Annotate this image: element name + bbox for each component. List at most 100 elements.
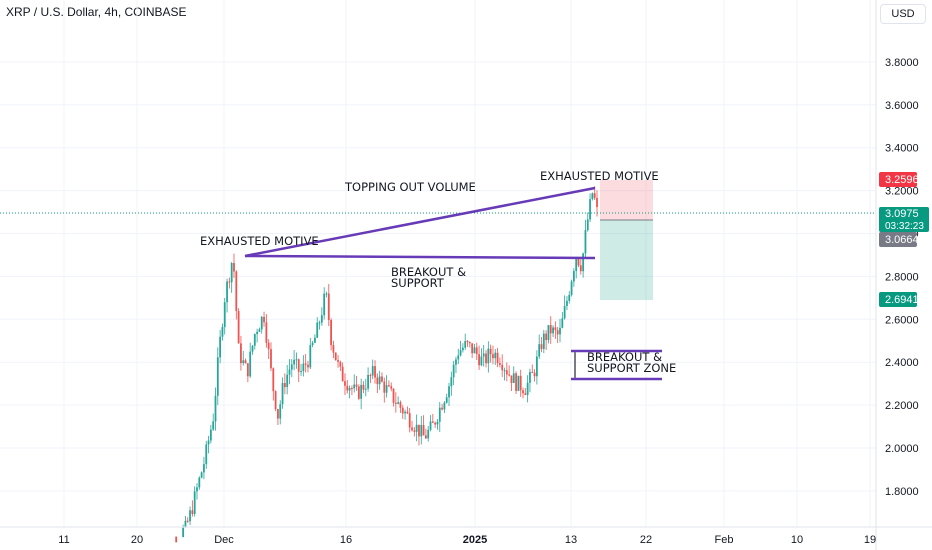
candle-body: [498, 363, 501, 365]
candle-body: [473, 347, 476, 354]
candle-body: [468, 342, 471, 344]
candle-body: [353, 384, 356, 389]
time-tick-label: 16: [340, 534, 352, 546]
candle-body: [221, 327, 224, 337]
time-tick-label: 10: [791, 534, 803, 546]
candle-body: [286, 374, 289, 388]
annotation-breakout-zone-2: SUPPORT ZONE: [587, 361, 676, 375]
candle-body: [572, 271, 575, 282]
candle-body: [253, 334, 256, 346]
candle-body: [351, 387, 353, 389]
candle-body: [436, 421, 439, 425]
candle-body: [388, 385, 390, 387]
candle-body: [300, 371, 302, 373]
candle-body: [429, 421, 432, 430]
price-tick-label: 2.0000: [885, 443, 919, 455]
candle-body: [272, 368, 275, 392]
candle-body: [344, 381, 346, 386]
candle-body: [547, 325, 550, 341]
candle-body: [390, 386, 393, 389]
candle-body: [575, 258, 578, 272]
price-tick-label: 1.8000: [885, 486, 919, 498]
candle-body: [501, 364, 504, 371]
candle-body: [339, 361, 342, 367]
candle-body: [311, 342, 314, 346]
candle-body: [283, 383, 286, 388]
candle-body: [357, 386, 360, 399]
price-badge-entry: 3.0664: [879, 232, 919, 247]
candle-body: [228, 281, 231, 283]
candle-body: [492, 354, 494, 359]
candle-body: [186, 520, 189, 522]
candle-body: [367, 374, 369, 389]
candle-body: [175, 536, 178, 543]
candle-body: [533, 372, 536, 377]
candle-body: [471, 343, 474, 354]
candle-body: [288, 369, 291, 375]
candle-body: [452, 364, 455, 378]
candle-body: [593, 193, 596, 198]
candle-body: [445, 397, 448, 403]
candle-body: [510, 375, 513, 383]
candle-body: [394, 402, 397, 404]
time-tick-label: Dec: [214, 534, 234, 546]
price-tick-label: 3.6000: [885, 100, 919, 112]
candle-body: [415, 424, 418, 432]
candle-body: [216, 357, 219, 396]
candle-body: [561, 318, 564, 328]
candle-body: [341, 366, 344, 382]
candle-body: [383, 381, 386, 393]
candle-body: [566, 300, 568, 307]
candle-body: [369, 374, 372, 376]
candle-body: [441, 407, 443, 410]
time-tick-label: 2025: [463, 534, 487, 546]
trend-line-upper[interactable]: [244, 186, 596, 258]
time-tick-label: Feb: [715, 534, 734, 546]
candle-body: [203, 464, 205, 473]
candle-body: [401, 407, 404, 414]
candle-body: [256, 331, 259, 335]
currency-button[interactable]: USD: [880, 4, 926, 24]
candle-body: [196, 487, 198, 492]
candle-body: [295, 359, 298, 361]
candle-body: [376, 377, 379, 385]
candle-body: [316, 322, 319, 338]
target-zone[interactable]: [600, 220, 653, 300]
candle-body: [406, 411, 409, 414]
candle-body: [455, 359, 457, 365]
candle-body: [556, 330, 559, 335]
time-axis[interactable]: 11 20 Dec 16 2025 13 22 Feb 10 19: [58, 534, 876, 546]
candle-body: [524, 393, 527, 395]
candle-body: [418, 424, 420, 437]
candle-body: [327, 293, 330, 321]
breakout-support-line[interactable]: [244, 254, 596, 260]
candle-body: [337, 360, 339, 362]
candle-body: [559, 327, 561, 335]
candle-body: [464, 341, 467, 348]
svg-text:3.2596: 3.2596: [885, 174, 919, 186]
candle-body: [448, 386, 450, 398]
candle-body: [503, 370, 506, 372]
candle-body: [494, 352, 497, 359]
annotation-exhausted-left: EXHAUSTED MOTIVE: [200, 234, 319, 248]
candle-body: [320, 315, 323, 323]
candle-body: [489, 348, 492, 355]
candle-body: [515, 373, 517, 391]
candle-body: [459, 350, 462, 356]
candle-body: [545, 333, 548, 341]
candle-body: [219, 336, 222, 358]
candle-body: [385, 385, 388, 393]
stop-zone[interactable]: [600, 180, 653, 220]
price-axis[interactable]: 1.80002.00002.20002.40002.60002.80003.00…: [885, 57, 919, 498]
candle-body: [209, 429, 212, 441]
price-tick-label: 2.8000: [885, 271, 919, 283]
candle-body: [193, 491, 196, 515]
candle-body: [330, 320, 333, 346]
candle-body: [364, 388, 367, 390]
candle-body: [399, 402, 402, 408]
candle-body: [535, 356, 538, 377]
candle-body: [392, 388, 395, 403]
candle-body: [240, 343, 242, 364]
candle-body: [237, 311, 240, 344]
